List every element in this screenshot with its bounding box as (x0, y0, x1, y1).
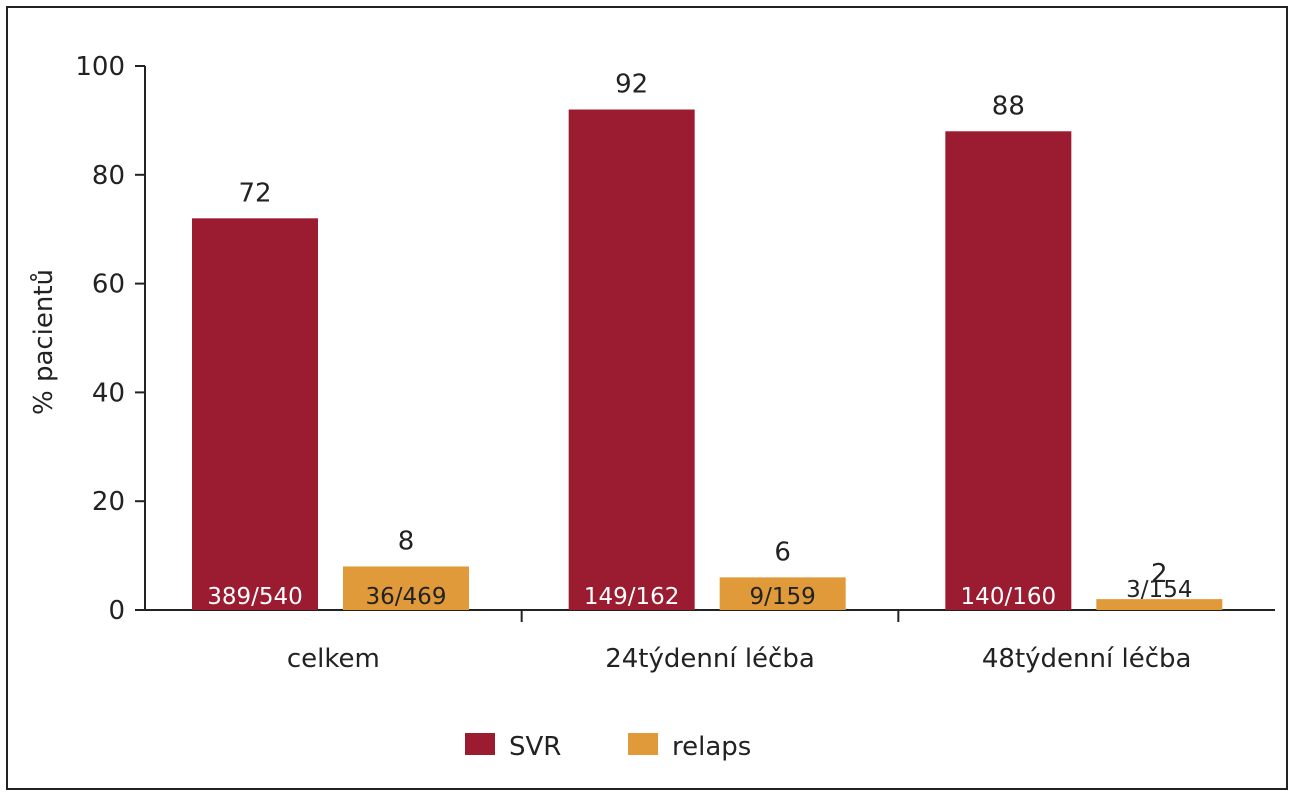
bar-svr (945, 131, 1072, 610)
bar-count-label: 3/154 (1126, 577, 1192, 603)
x-axis-ticks: celkem 24týdenní léčba 48týdenní léčba (287, 610, 1192, 674)
y-tick-label: 60 (92, 270, 125, 300)
legend-label: relaps (672, 732, 751, 762)
bar-svr (568, 109, 695, 611)
y-tick-label: 0 (108, 596, 125, 626)
y-tick-label: 40 (92, 378, 125, 408)
bar-value-label: 2 (1151, 559, 1168, 589)
legend-swatch-svr (465, 733, 495, 755)
bar-relaps (719, 577, 846, 610)
y-tick-label: 80 (92, 161, 125, 191)
bar-count-label: 140/160 (961, 584, 1057, 610)
y-tick-label: 100 (75, 52, 125, 82)
legend-label: SVR (509, 732, 561, 762)
bar-count-label: 149/162 (584, 584, 680, 610)
bar-value-label: 6 (774, 537, 791, 567)
y-axis-label: % pacientů (29, 269, 59, 415)
legend-swatch-relaps (628, 733, 658, 755)
x-tick-label: 48týdenní léčba (982, 644, 1192, 674)
bar-count-label: 36/469 (366, 584, 447, 610)
y-tick-label: 20 (92, 487, 125, 517)
x-tick-label: celkem (287, 644, 380, 674)
bar-count-label: 389/540 (207, 584, 303, 610)
bar-value-label: 72 (238, 178, 271, 208)
bar-value-label: 92 (615, 70, 648, 100)
x-tick-label: 24týdenní léčba (605, 644, 815, 674)
bars-group: 72 389/540 8 36/469 92 149/162 6 9/159 88 140/160… (192, 70, 1223, 611)
bar-relaps (343, 566, 469, 610)
bar-relaps (1096, 599, 1223, 610)
bar-value-label: 8 (398, 526, 415, 556)
bar-svr (192, 218, 318, 610)
bar-count-label: 9/159 (750, 584, 816, 610)
chart-frame (6, 6, 1288, 790)
bar-value-label: 88 (992, 91, 1025, 121)
y-axis-ticks: 0 20 40 60 80 100 (75, 52, 145, 626)
legend: SVR relaps (465, 732, 751, 762)
